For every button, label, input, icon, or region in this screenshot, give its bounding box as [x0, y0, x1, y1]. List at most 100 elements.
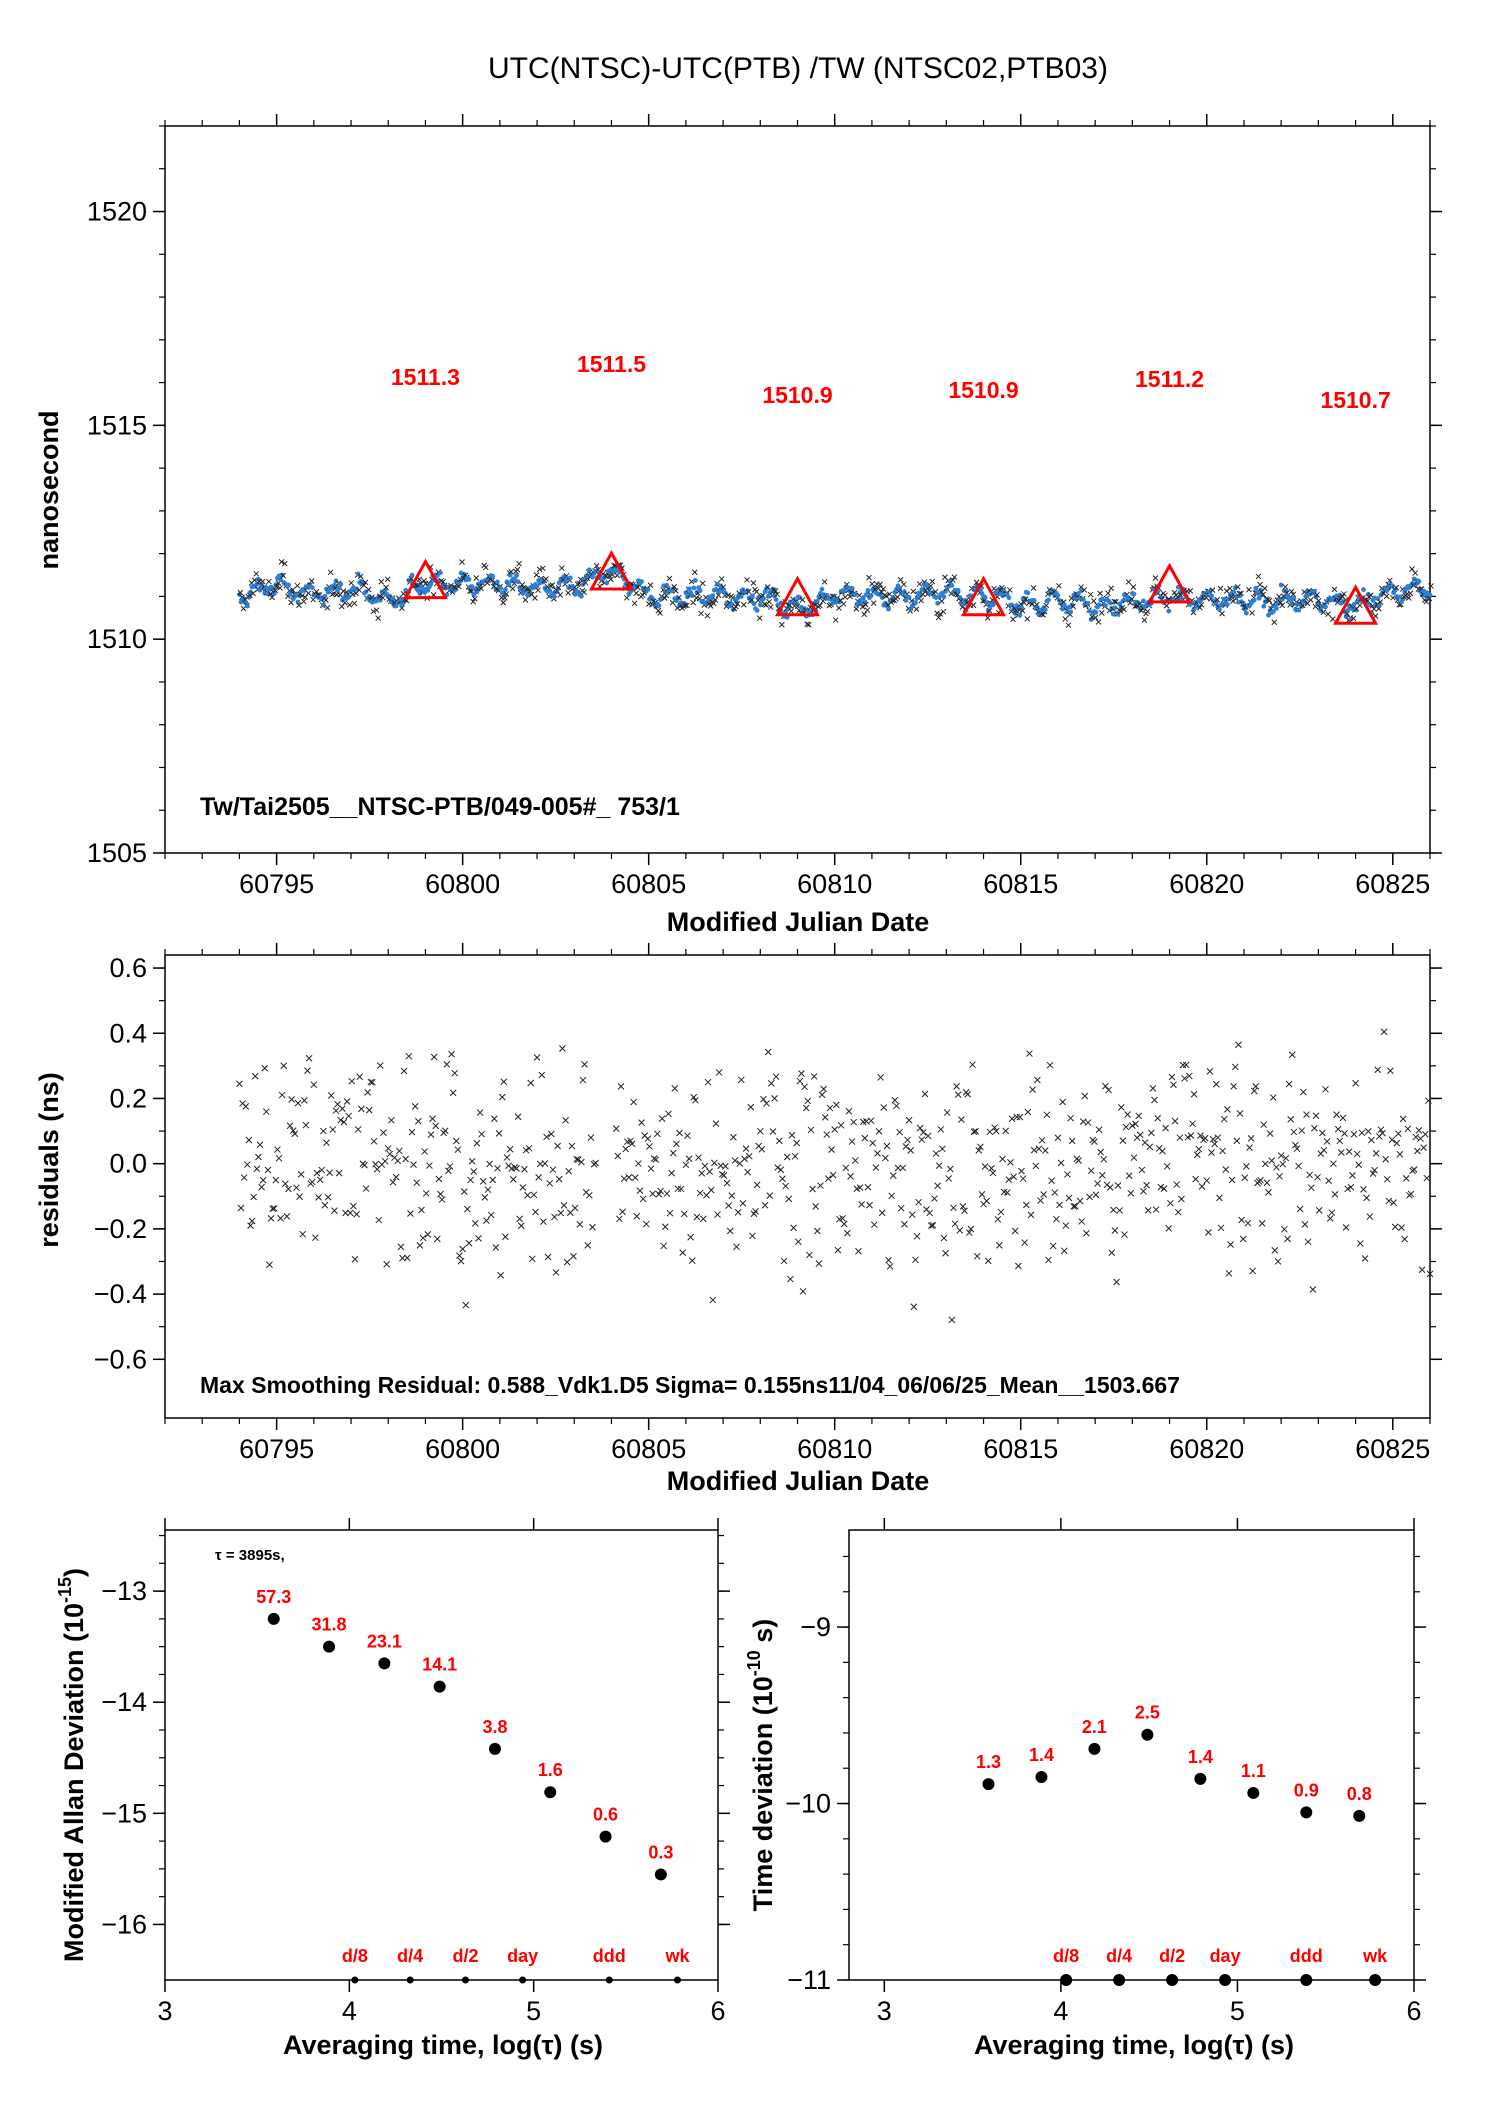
residual-point: [579, 1076, 587, 1084]
residual-point: [362, 1185, 370, 1192]
mdev-xtick-label: 6: [710, 1996, 725, 2026]
data-point: [920, 587, 926, 592]
data-point-cross: [1407, 590, 1414, 597]
residual-point: [332, 1107, 340, 1115]
tdev-tau-marker-label: ddd: [1290, 1946, 1323, 1966]
tdev-tau-marker-label: d/4: [1106, 1946, 1132, 1966]
data-point-cross: [699, 580, 706, 587]
residual-point: [236, 1080, 243, 1088]
residual-point: [429, 1115, 436, 1123]
data-point-cross: [467, 588, 473, 594]
residual-point: [977, 1143, 984, 1151]
residual-point: [1078, 1218, 1086, 1225]
data-point-cross: [1320, 609, 1327, 616]
data-point-cross: [278, 559, 285, 565]
data-point-cross: [294, 582, 301, 589]
residual-point: [932, 1150, 940, 1157]
residual-point: [929, 1221, 937, 1229]
residual-point: [494, 1164, 501, 1172]
residual-point: [1136, 1131, 1144, 1139]
data-point-cross: [296, 602, 302, 609]
residual-point: [973, 1252, 981, 1260]
data-point-cross: [277, 585, 283, 591]
residual-point: [245, 1136, 253, 1144]
residual-point: [706, 1168, 713, 1175]
data-point: [1318, 608, 1324, 614]
residual-point: [845, 1107, 853, 1115]
residual-point: [614, 1152, 622, 1160]
tdev-point: [1353, 1809, 1366, 1822]
data-point: [650, 596, 656, 602]
residual-point: [509, 1175, 517, 1183]
data-point-cross: [1209, 587, 1216, 594]
residual-point: [528, 1255, 536, 1263]
residual-point: [259, 1176, 267, 1184]
residual-point: [562, 1116, 569, 1124]
residual-point: [1049, 1242, 1057, 1250]
data-point-cross: [859, 604, 866, 610]
residual-point: [996, 1241, 1003, 1249]
residual-point: [772, 1073, 780, 1081]
data-point: [1251, 597, 1257, 603]
res-xtick-label: 60810: [797, 1434, 872, 1464]
residual-point: [1277, 1152, 1285, 1159]
residual-point: [915, 1198, 922, 1206]
data-point: [1194, 603, 1200, 609]
residual-point: [785, 1195, 793, 1203]
residual-point: [1100, 1155, 1108, 1163]
residual-point: [635, 1160, 642, 1167]
data-point: [286, 582, 291, 588]
residual-point: [312, 1234, 319, 1242]
residual-point: [711, 1159, 718, 1167]
mdev-point: [378, 1657, 391, 1670]
data-point-cross: [804, 621, 811, 627]
residual-point: [543, 1133, 550, 1141]
top-xlabel: Modified Julian Date: [667, 907, 930, 937]
residual-point: [1046, 1061, 1054, 1069]
residual-point: [1151, 1096, 1158, 1104]
residual-point: [533, 1054, 541, 1061]
data-point-cross: [1092, 614, 1099, 621]
residual-point: [408, 1128, 416, 1136]
residual-point: [913, 1232, 921, 1240]
data-point-cross: [817, 602, 823, 609]
data-point: [1025, 590, 1031, 596]
residual-point: [850, 1118, 858, 1126]
data-point-cross: [471, 595, 478, 602]
data-point: [1096, 602, 1102, 608]
data-point-cross: [1007, 587, 1013, 593]
residual-point: [927, 1222, 935, 1230]
residual-point: [888, 1192, 896, 1200]
residual-point: [1261, 1160, 1269, 1168]
data-point-cross: [532, 595, 538, 601]
data-point-cross: [1238, 590, 1244, 597]
data-point: [1270, 609, 1276, 614]
tdev-ylabel: Time deviation (10-10 s): [744, 1619, 778, 1912]
residual-point: [1043, 1111, 1051, 1119]
residual-point: [1247, 1135, 1255, 1142]
residual-point: [449, 1089, 457, 1097]
top-ytick-label: 1510: [87, 624, 147, 654]
residual-point: [1111, 1227, 1119, 1234]
residual-point: [285, 1185, 292, 1193]
residual-point: [521, 1165, 528, 1173]
data-point-cross: [324, 604, 331, 611]
residual-point: [275, 1154, 283, 1162]
data-point: [390, 596, 396, 601]
data-point-cross: [459, 559, 465, 565]
residual-point: [240, 1174, 248, 1181]
residual-point: [519, 1184, 527, 1191]
data-point-cross: [1087, 591, 1094, 598]
data-point-cross: [1219, 610, 1225, 617]
data-point-cross: [1356, 602, 1363, 609]
residual-point: [264, 1166, 272, 1174]
residual-point: [478, 1130, 485, 1138]
residual-point: [961, 1207, 968, 1215]
residual-point: [1401, 1235, 1409, 1243]
residual-point: [910, 1303, 918, 1311]
residual-point: [1326, 1215, 1334, 1222]
residual-point: [794, 1238, 802, 1246]
residual-point: [445, 1167, 452, 1175]
data-point-cross: [478, 585, 484, 592]
residual-point: [734, 1208, 742, 1216]
